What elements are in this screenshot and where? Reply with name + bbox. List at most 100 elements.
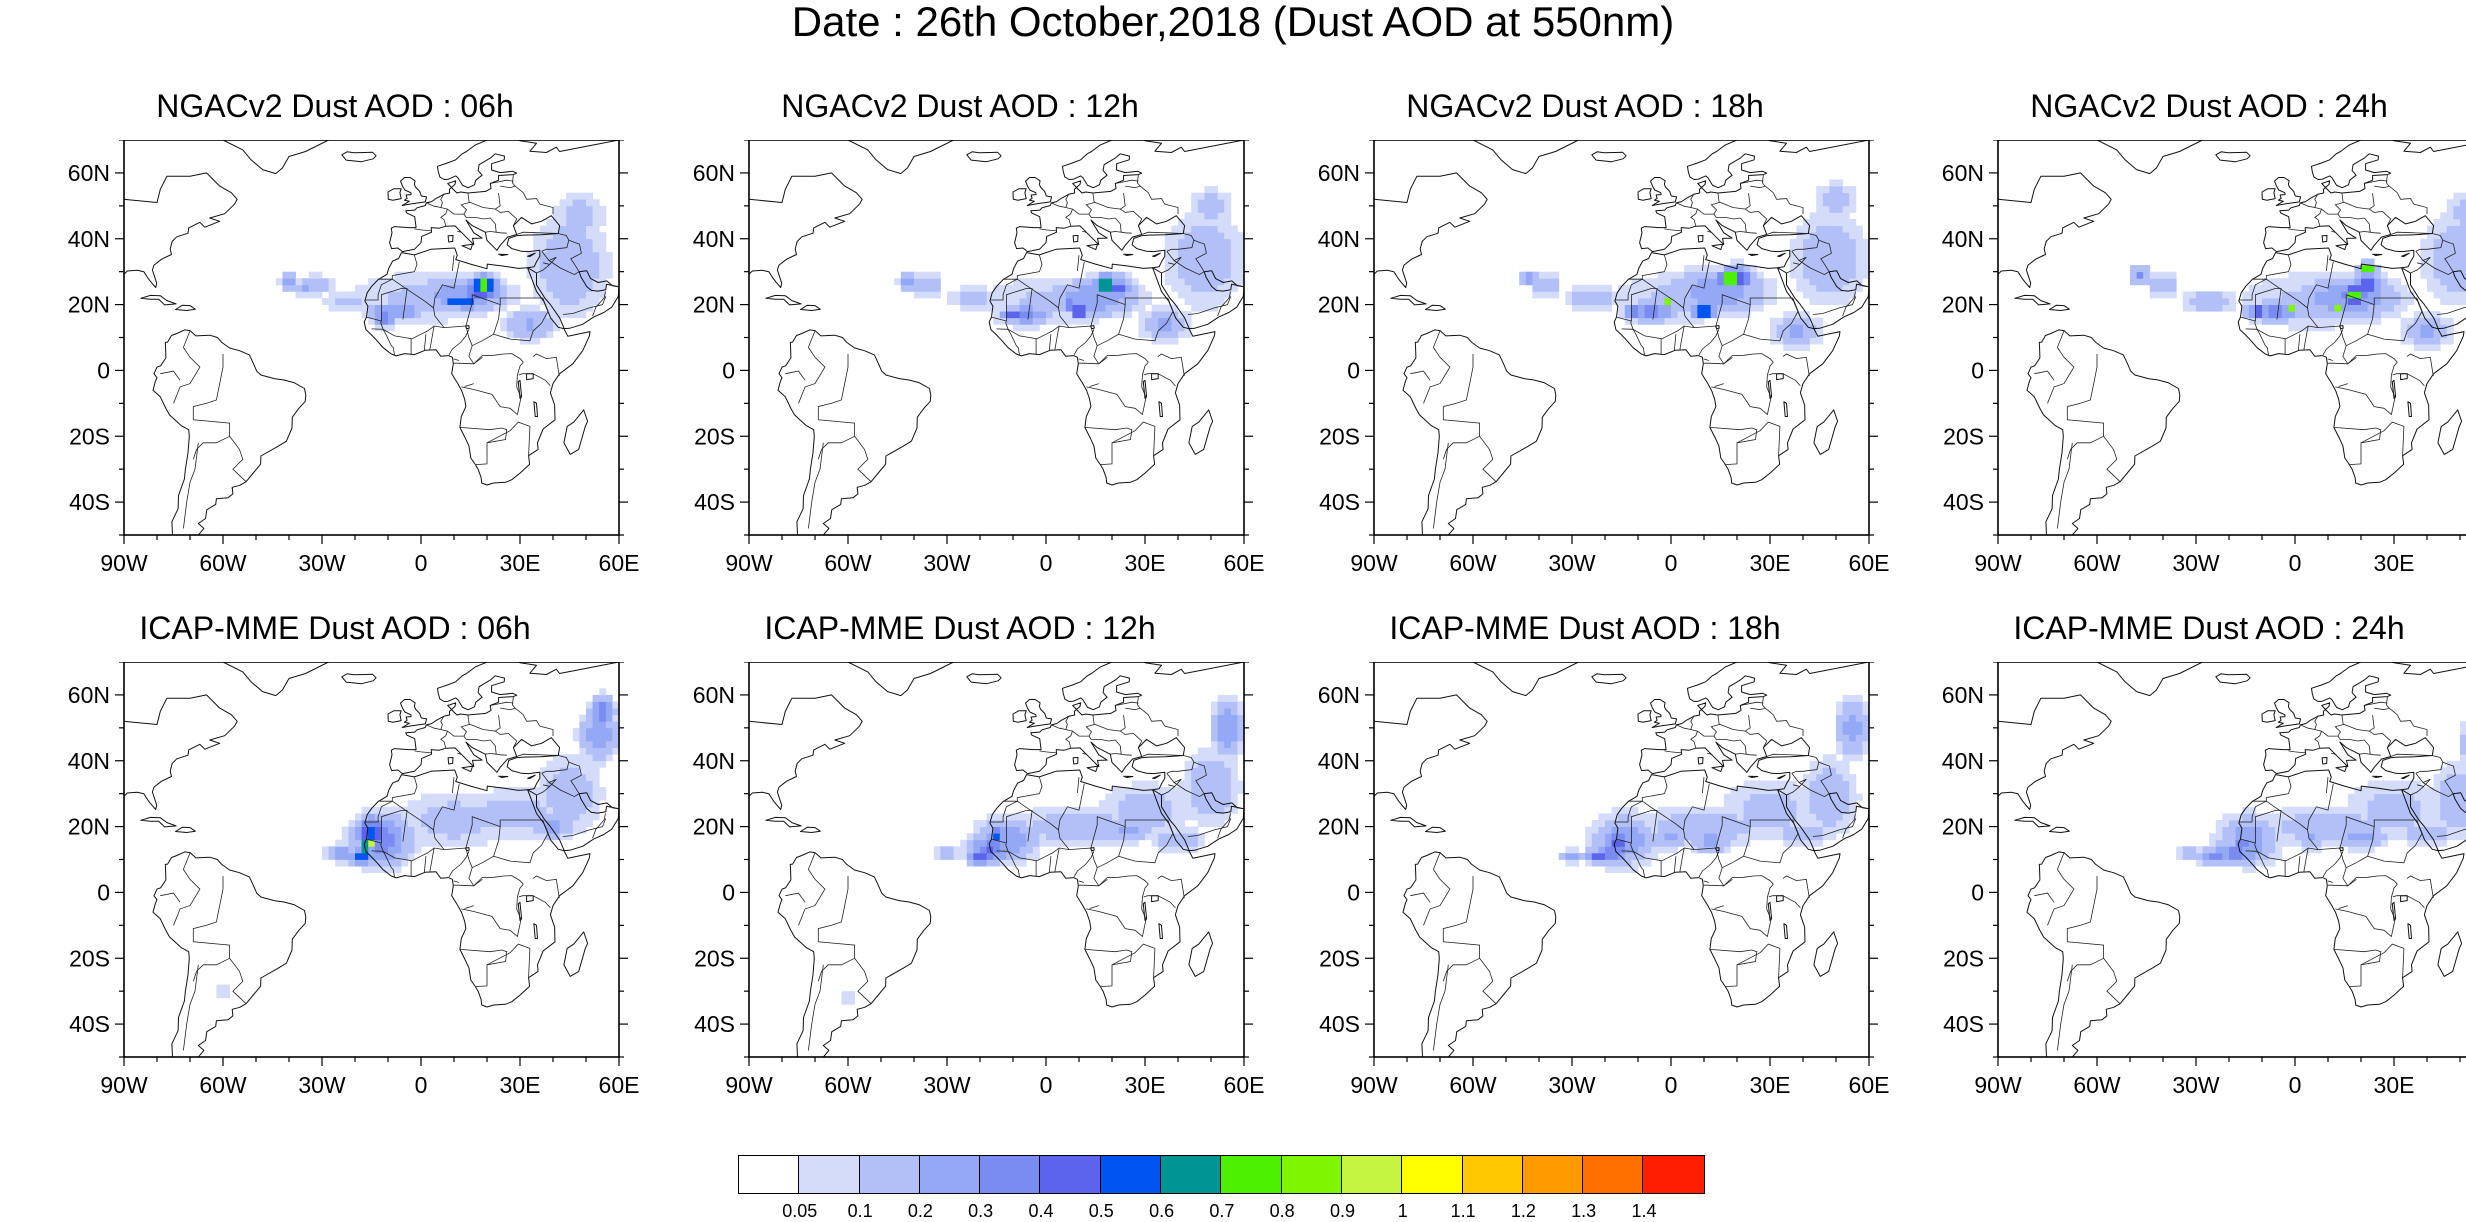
dust-cell [421, 291, 428, 299]
dust-cell [341, 833, 349, 841]
dust-cell [2209, 852, 2217, 860]
dust-cell [1105, 278, 1113, 286]
coastline [749, 694, 863, 810]
dust-cell [533, 265, 541, 273]
dust-cell [1026, 311, 1034, 319]
country-border [1136, 174, 1179, 215]
dust-cell [1046, 311, 1053, 319]
dust-cell [2321, 271, 2329, 279]
axis-ticks [1365, 662, 1878, 1066]
dust-cell [1230, 278, 1238, 286]
dust-cell [566, 251, 574, 259]
country-border [463, 213, 507, 234]
dust-cell [1019, 846, 1027, 854]
dust-cell [559, 258, 567, 266]
dust-cell [599, 212, 607, 220]
dust-cell [1829, 179, 1837, 187]
dust-cell [1184, 291, 1192, 299]
dust-cell [460, 311, 468, 319]
coastline [2026, 329, 2181, 535]
dust-cell [559, 806, 567, 814]
dust-cell [427, 278, 435, 286]
dust-cell [1217, 787, 1225, 795]
dust-field [2176, 721, 2466, 874]
dust-cell [2427, 265, 2434, 273]
dust-cell [1618, 311, 1626, 319]
dust-cell [2387, 820, 2395, 827]
dust-cell [980, 298, 987, 305]
country-border [1433, 964, 1449, 1051]
dust-cell [1605, 859, 1612, 867]
dust-cell [1822, 186, 1830, 194]
dust-cell [1789, 820, 1797, 827]
country-border [568, 239, 582, 272]
dust-cell [434, 806, 442, 814]
dust-cell [1519, 278, 1527, 286]
dust-cell [2420, 337, 2428, 345]
dust-cell [1230, 734, 1238, 742]
dust-cell [592, 701, 600, 709]
dust-cell [1545, 291, 1553, 299]
dust-cell [1816, 258, 1824, 266]
x-tick-label: 90W [1974, 550, 2022, 576]
dust-cell [2347, 800, 2355, 808]
dust-cell [1145, 311, 1152, 319]
dust-cell [526, 787, 534, 795]
country-border [364, 800, 393, 823]
dust-cell [434, 304, 442, 312]
dust-cell [480, 806, 488, 814]
dust-cell [1217, 251, 1225, 259]
dust-cell [1572, 852, 1579, 860]
dust-cell [553, 780, 560, 788]
dust-cell [1230, 265, 1238, 273]
dust-cell [1651, 291, 1659, 299]
dust-cell [1217, 727, 1225, 735]
dust-cell [348, 846, 356, 854]
dust-cell [1171, 317, 1179, 325]
dust-cell [2367, 265, 2375, 273]
panel-title: NGACv2 Dust AOD : 06h [156, 88, 514, 124]
country-border [1217, 813, 1231, 839]
dust-cell [1855, 694, 1863, 702]
dust-cell [1704, 846, 1711, 854]
dust-cell [2347, 284, 2355, 292]
dust-cell [605, 701, 613, 709]
dust-cell [1664, 317, 1672, 325]
dust-cell [1822, 298, 1830, 305]
dust-cell [447, 284, 455, 292]
dust-cell [1710, 291, 1718, 299]
country-border [1768, 373, 1801, 387]
dust-cell [1730, 813, 1738, 821]
dust-cell [586, 238, 593, 246]
dust-cell [1710, 284, 1718, 292]
country-border [452, 777, 455, 794]
dust-cell [1624, 304, 1632, 312]
dust-cell [1849, 754, 1857, 762]
colorbar-tick-label: 0.5 [1088, 1201, 1114, 1221]
dust-cell [335, 298, 343, 305]
panel-ngac-12h: NGACv2 Dust AOD : 12h 90W 60W 30W 0 30E 60E 60… [675, 88, 1275, 648]
dust-cell [999, 833, 1007, 841]
dust-cell [427, 304, 435, 312]
dust-cell [520, 304, 527, 312]
country-border [2339, 325, 2398, 365]
coastline [1188, 409, 1214, 455]
dust-cell [1184, 324, 1192, 332]
dust-cell [2460, 813, 2466, 821]
country-border [817, 354, 855, 460]
dust-cell [1164, 330, 1172, 338]
dust-cell [1849, 741, 1857, 748]
dust-cell [1836, 291, 1843, 299]
dust-cell [2446, 337, 2454, 345]
dust-cell [1131, 304, 1139, 312]
dust-cell [572, 813, 580, 821]
dust-cell [1211, 205, 1218, 213]
country-border [423, 334, 427, 351]
dust-cell [1842, 298, 1850, 305]
dust-cell [1204, 199, 1212, 207]
dust-cell [2400, 304, 2408, 312]
dust-cell [539, 278, 547, 286]
dust-cell [1723, 298, 1731, 305]
dust-cell [599, 721, 607, 729]
dust-cell [1717, 278, 1725, 286]
